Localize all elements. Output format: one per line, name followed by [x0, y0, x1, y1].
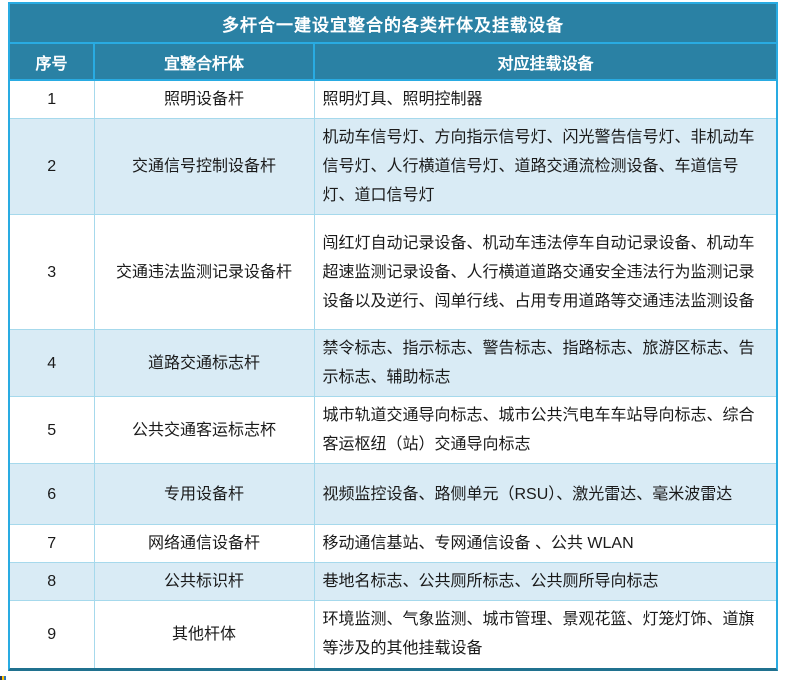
- row-number-cell: 3: [10, 214, 95, 330]
- row-number-cell: 9: [10, 600, 95, 668]
- column-header-no: 序号: [10, 43, 95, 81]
- column-header-pole: 宜整合杆体: [93, 43, 315, 81]
- table-title: 多杆合一建设宜整合的各类杆体及挂载设备: [10, 4, 776, 44]
- devices-cell: 移动通信基站、专网通信设备 、公共 WLAN: [313, 524, 776, 563]
- pole-type-cell: 公共标识杆: [93, 562, 315, 601]
- devices-cell: 机动车信号灯、方向指示信号灯、闪光警告信号灯、非机动车信号灯、人行横道信号灯、道…: [313, 118, 776, 215]
- table-row: 7 网络通信设备杆 移动通信基站、专网通信设备 、公共 WLAN: [10, 524, 776, 563]
- pole-type-cell: 公共交通客运标志杯: [93, 396, 315, 464]
- pole-integration-table-container: 多杆合一建设宜整合的各类杆体及挂载设备 序号 宜整合杆体 对应挂载设备 1 照明…: [8, 2, 778, 671]
- table-header-row: 序号 宜整合杆体 对应挂载设备: [10, 43, 776, 81]
- table-row: 6 专用设备杆 视频监控设备、路侧单元（RSU）、激光雷达、毫米波雷达: [10, 463, 776, 525]
- row-number-cell: 1: [10, 79, 95, 119]
- table-row: 8 公共标识杆 巷地名标志、公共厕所标志、公共厕所导向标志: [10, 562, 776, 601]
- table-row: 3 交通违法监测记录设备杆 闯红灯自动记录设备、机动车违法停车自动记录设备、机动…: [10, 214, 776, 330]
- table-row: 5 公共交通客运标志杯 城市轨道交通导向标志、城市公共汽电车车站导向标志、综合客…: [10, 396, 776, 464]
- pole-type-cell: 交通信号控制设备杆: [93, 118, 315, 215]
- screenshot-artifact-dot: [0, 676, 6, 680]
- pole-type-cell: 照明设备杆: [93, 79, 315, 119]
- row-number-cell: 8: [10, 562, 95, 601]
- column-header-devices: 对应挂载设备: [313, 43, 776, 81]
- row-number-cell: 5: [10, 396, 95, 464]
- table-row: 2 交通信号控制设备杆 机动车信号灯、方向指示信号灯、闪光警告信号灯、非机动车信…: [10, 118, 776, 215]
- devices-cell: 环境监测、气象监测、城市管理、景观花篮、灯笼灯饰、道旗等涉及的其他挂载设备: [313, 600, 776, 668]
- devices-cell: 闯红灯自动记录设备、机动车违法停车自动记录设备、机动车超速监测记录设备、人行横道…: [313, 214, 776, 330]
- devices-cell: 巷地名标志、公共厕所标志、公共厕所导向标志: [313, 562, 776, 601]
- pole-type-cell: 网络通信设备杆: [93, 524, 315, 563]
- table-title-row: 多杆合一建设宜整合的各类杆体及挂载设备: [10, 4, 776, 44]
- pole-integration-table: 多杆合一建设宜整合的各类杆体及挂载设备 序号 宜整合杆体 对应挂载设备 1 照明…: [10, 4, 776, 668]
- table-row: 1 照明设备杆 照明灯具、照明控制器: [10, 79, 776, 119]
- devices-cell: 城市轨道交通导向标志、城市公共汽电车车站导向标志、综合客运枢纽（站）交通导向标志: [313, 396, 776, 464]
- pole-type-cell: 其他杆体: [93, 600, 315, 668]
- row-number-cell: 4: [10, 329, 95, 397]
- row-number-cell: 7: [10, 524, 95, 563]
- pole-type-cell: 交通违法监测记录设备杆: [93, 214, 315, 330]
- table-row: 9 其他杆体 环境监测、气象监测、城市管理、景观花篮、灯笼灯饰、道旗等涉及的其他…: [10, 600, 776, 668]
- pole-type-cell: 道路交通标志杆: [93, 329, 315, 397]
- row-number-cell: 2: [10, 118, 95, 215]
- devices-cell: 禁令标志、指示标志、警告标志、指路标志、旅游区标志、告示标志、辅助标志: [313, 329, 776, 397]
- pole-type-cell: 专用设备杆: [93, 463, 315, 525]
- table-row: 4 道路交通标志杆 禁令标志、指示标志、警告标志、指路标志、旅游区标志、告示标志…: [10, 329, 776, 397]
- devices-cell: 视频监控设备、路侧单元（RSU）、激光雷达、毫米波雷达: [313, 463, 776, 525]
- devices-cell: 照明灯具、照明控制器: [313, 79, 776, 119]
- row-number-cell: 6: [10, 463, 95, 525]
